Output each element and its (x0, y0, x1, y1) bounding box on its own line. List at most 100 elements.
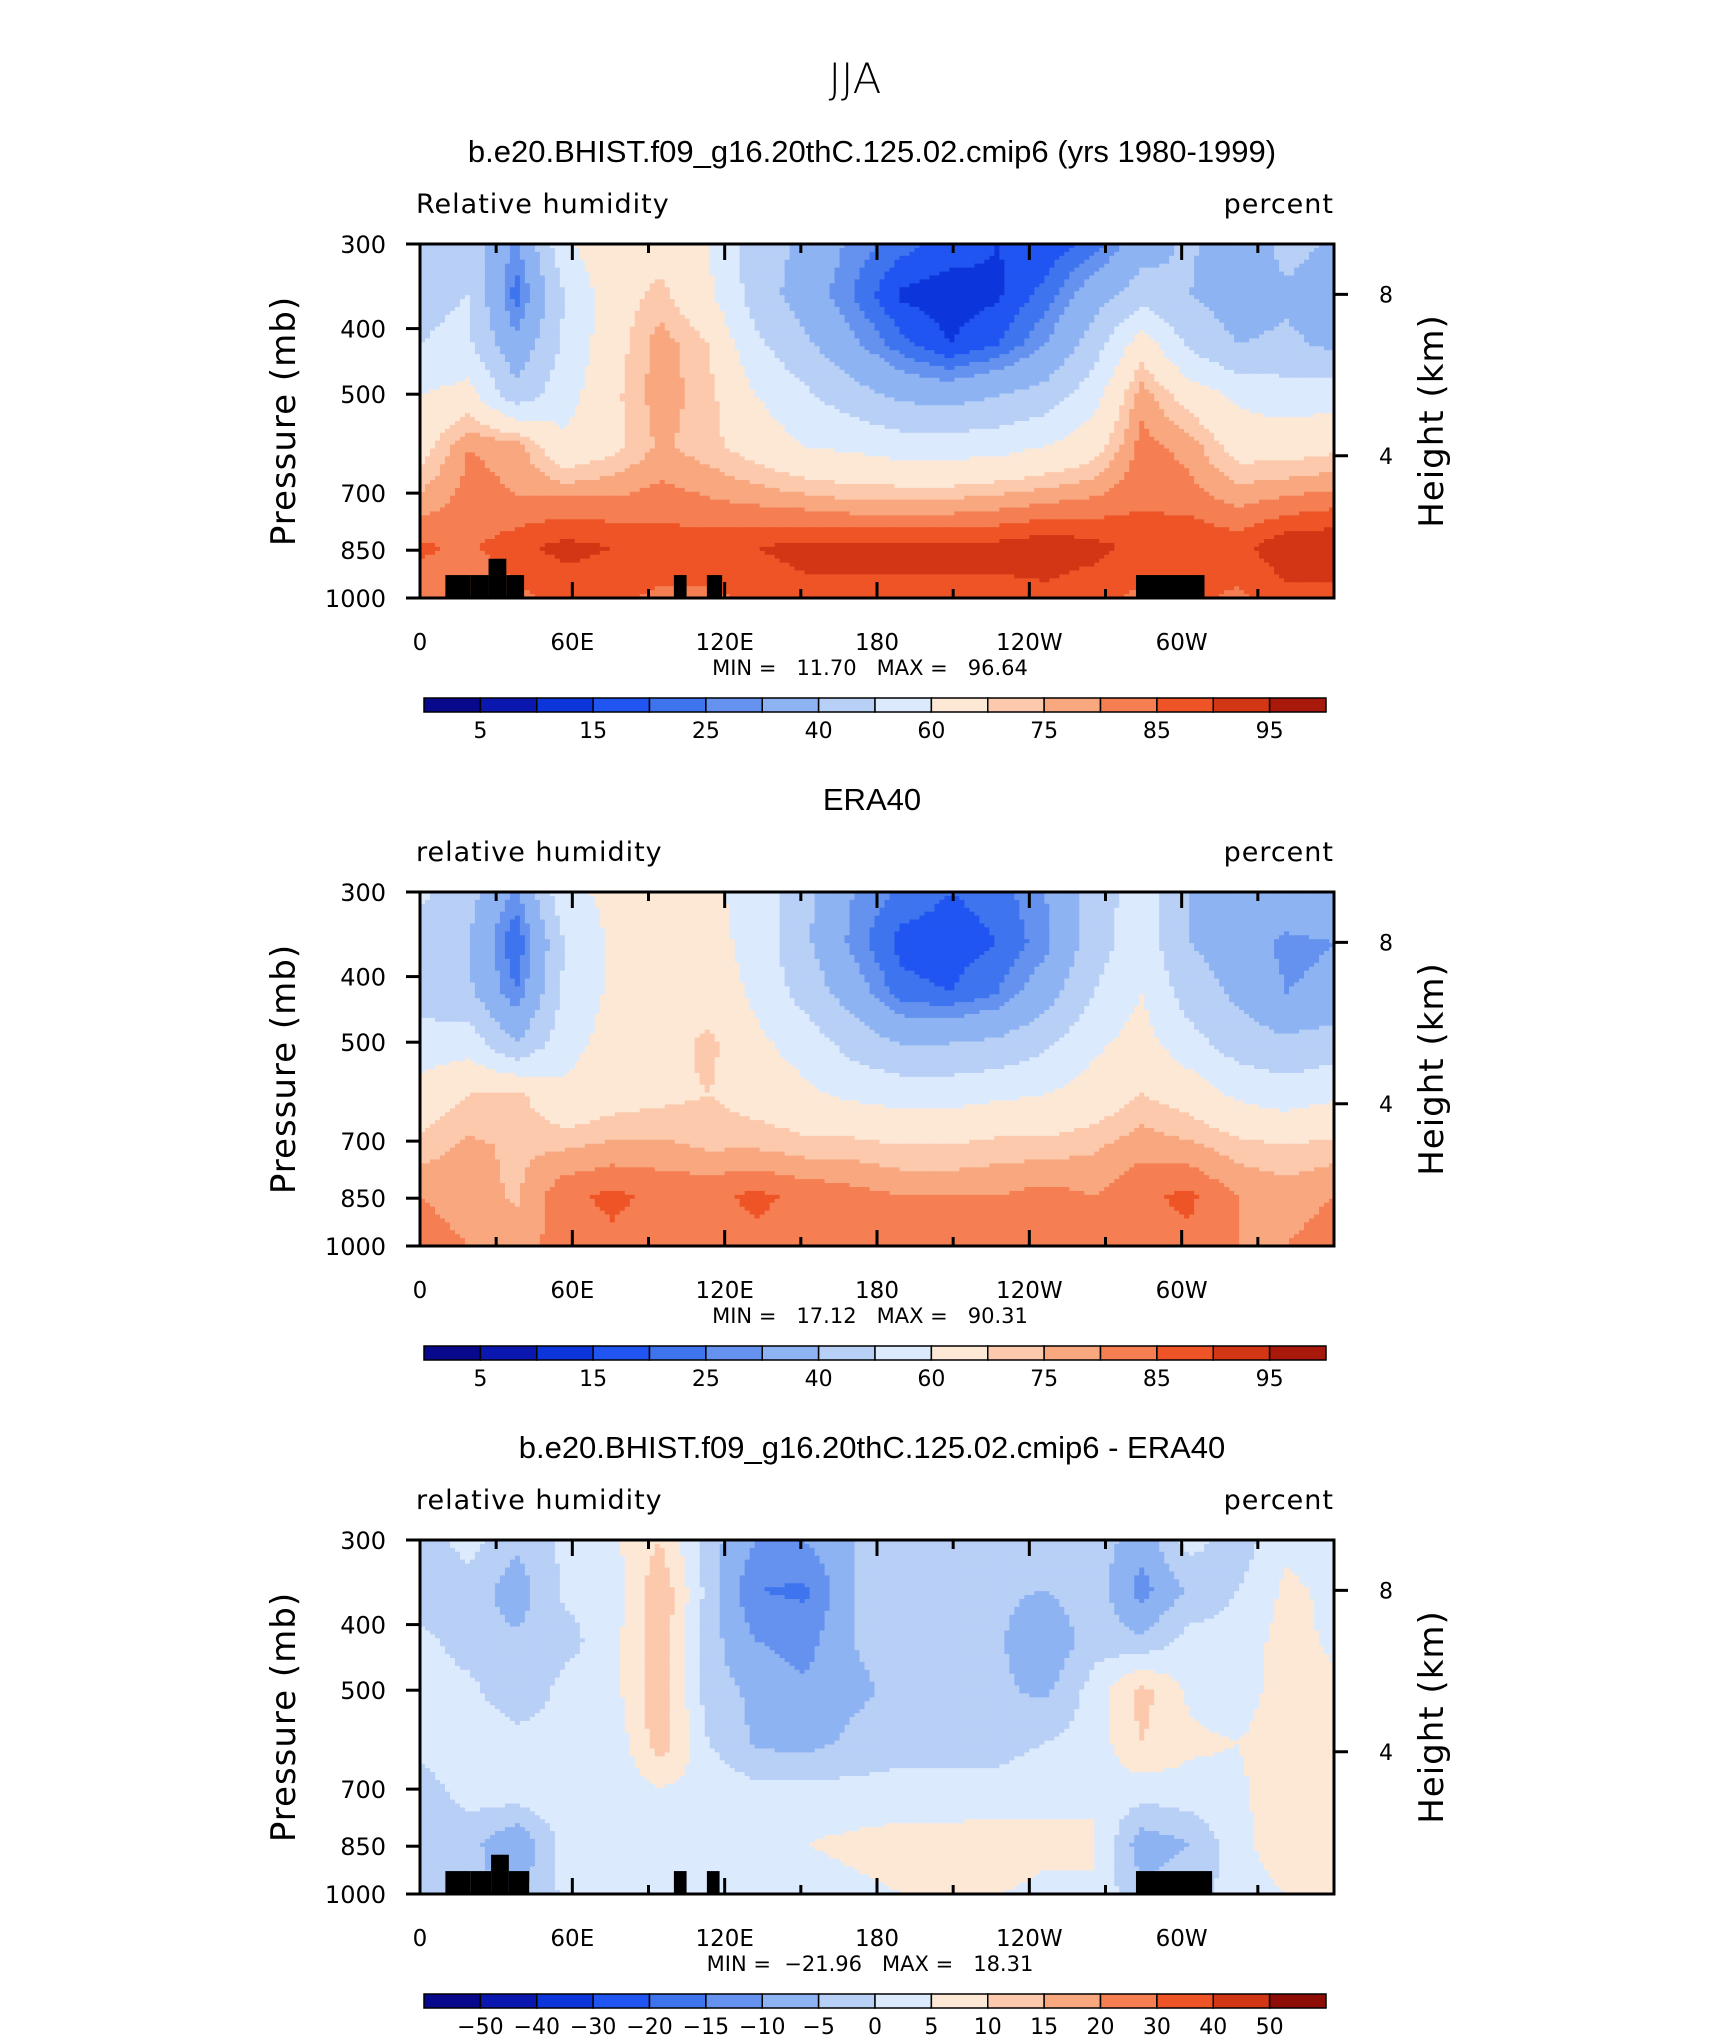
contour-cell (869, 271, 876, 277)
contour-cell (1074, 295, 1080, 300)
contour-cell (629, 342, 636, 347)
contour-cell (789, 247, 796, 253)
contour-cell (664, 299, 671, 304)
contour-cell (799, 322, 806, 328)
contour-cell (574, 263, 581, 269)
contour-cell (509, 299, 516, 304)
contour-cell (1129, 247, 1135, 253)
contour-cell (769, 346, 776, 351)
contour-cell (559, 271, 566, 277)
contour-cell (929, 326, 936, 332)
contour-cell (869, 338, 876, 343)
contour-cell (889, 259, 896, 265)
contour-cell (479, 322, 486, 328)
contour-cell (1099, 275, 1105, 280)
contour-cell (1219, 271, 1225, 277)
contour-cell (704, 306, 711, 312)
contour-cell (1329, 342, 1334, 347)
contour-cell (989, 275, 995, 280)
contour-cell (564, 306, 571, 312)
contour-cell (804, 303, 811, 308)
contour-cell (494, 299, 501, 304)
contour-cell (594, 275, 601, 280)
contour-cell (1024, 275, 1030, 280)
contour-cell (774, 334, 781, 339)
contour-cell (899, 263, 906, 269)
contour-cell (1169, 263, 1175, 269)
contour-cell (479, 306, 486, 312)
contour-cell (764, 295, 771, 300)
contour-cell (1164, 295, 1170, 300)
contour-cell (869, 275, 876, 280)
contour-cell (819, 322, 826, 328)
contour-cell (894, 287, 901, 292)
contour-cell (919, 306, 926, 312)
contour-cell (1214, 322, 1220, 328)
contour-cell (604, 267, 611, 273)
contour-cell (674, 263, 681, 269)
contour-cell (609, 346, 616, 351)
contour-cell (989, 279, 995, 284)
contour-cell (649, 330, 656, 336)
contour-cell (554, 244, 561, 249)
contour-cell (974, 275, 980, 280)
contour-cell (904, 275, 911, 280)
contour-cell (1179, 342, 1185, 347)
contour-cell (494, 263, 501, 269)
contour-cell (1099, 291, 1105, 296)
contour-cell (1054, 342, 1060, 347)
contour-cell (1319, 314, 1325, 320)
contour-cell (509, 330, 516, 336)
contour-cell (1099, 318, 1105, 324)
contour-cell (1104, 314, 1110, 320)
contour-cell (759, 247, 766, 253)
contour-cell (1214, 244, 1220, 249)
contour-cell (1269, 267, 1275, 273)
contour-cell (1264, 275, 1270, 280)
contour-cell (539, 326, 546, 332)
contour-cell (699, 303, 706, 308)
contour-cell (694, 318, 701, 324)
contour-cell (489, 283, 496, 288)
contour-cell (1104, 306, 1110, 312)
contour-cell (1254, 287, 1260, 292)
contour-cell (569, 310, 576, 316)
contour-cell (649, 275, 656, 280)
contour-cell (824, 295, 831, 300)
contour-cell (534, 263, 541, 269)
contour-cell (564, 299, 571, 304)
contour-cell (1059, 291, 1065, 296)
contour-cell (1299, 303, 1305, 308)
contour-cell (1054, 318, 1060, 324)
contour-cell (449, 247, 456, 253)
contour-cell (544, 251, 551, 257)
contour-cell (1189, 322, 1195, 328)
contour-cell (824, 271, 831, 277)
contour-cell (1279, 299, 1285, 304)
contour-cell (524, 299, 531, 304)
contour-cell (629, 244, 636, 249)
contour-cell (1224, 322, 1230, 328)
contour-cell (884, 247, 891, 253)
contour-cell (629, 318, 636, 324)
contour-cell (994, 326, 1000, 332)
contour-cell (1199, 263, 1205, 269)
contour-cell (524, 259, 531, 265)
contour-cell (659, 291, 666, 296)
contour-cell (420, 291, 426, 296)
contour-cell (664, 346, 671, 351)
contour-cell (749, 303, 756, 308)
contour-cell (464, 346, 471, 351)
contour-cell (754, 271, 761, 277)
contour-cell (1124, 318, 1130, 324)
contour-cell (929, 263, 936, 269)
contour-cell (864, 330, 871, 336)
contour-cell (714, 338, 721, 343)
contour-cell (1299, 299, 1305, 304)
contour-cell (474, 259, 481, 265)
contour-cell (469, 251, 476, 257)
contour-cell (1244, 303, 1250, 308)
contour-cell (444, 326, 451, 332)
contour-cell (824, 247, 831, 253)
contour-cell (874, 259, 881, 265)
